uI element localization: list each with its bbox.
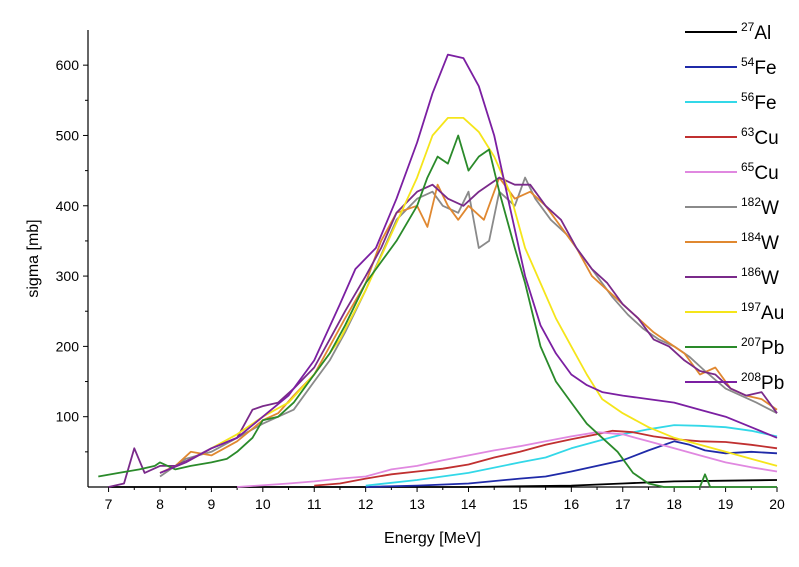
legend-mass-number: 207 bbox=[741, 335, 761, 349]
legend-entry: 208Pb bbox=[741, 370, 784, 394]
x-tick-label: 12 bbox=[358, 496, 374, 512]
legend-mass-number: 65 bbox=[741, 160, 755, 174]
series-line-208pb bbox=[159, 53, 778, 474]
legend-entry: 197Au bbox=[741, 300, 784, 324]
legend-entry: 184W bbox=[741, 230, 779, 254]
legend-element-symbol: W bbox=[761, 198, 779, 219]
x-tick-label: 19 bbox=[718, 496, 734, 512]
legend-element-symbol: Cu bbox=[754, 128, 778, 149]
legend-mass-number: 27 bbox=[741, 20, 755, 34]
x-tick-label: 7 bbox=[105, 496, 113, 512]
legend-mass-number: 208 bbox=[741, 370, 761, 384]
series-line-27al bbox=[108, 479, 778, 488]
legend-entry: 65Cu bbox=[741, 160, 779, 184]
legend-entry: 207Pb bbox=[741, 335, 784, 359]
y-tick-label: 200 bbox=[56, 338, 80, 354]
x-tick-label: 8 bbox=[156, 496, 164, 512]
legend-mass-number: 54 bbox=[741, 55, 755, 69]
legend-entry: 54Fe bbox=[741, 55, 777, 79]
x-axis-title: Energy [MeV] bbox=[384, 530, 481, 547]
series-line-184w bbox=[159, 176, 778, 474]
legend-mass-number: 197 bbox=[741, 300, 761, 314]
legend-element-symbol: Cu bbox=[754, 163, 778, 184]
legend-entry: 186W bbox=[741, 265, 779, 289]
series-line-65cu bbox=[237, 431, 778, 488]
x-tick-label: 11 bbox=[307, 496, 322, 512]
x-tick-label: 14 bbox=[461, 496, 477, 512]
y-tick-label: 500 bbox=[56, 127, 80, 143]
legend-mass-number: 56 bbox=[741, 90, 755, 104]
legend-element-symbol: Pb bbox=[761, 338, 784, 359]
series-line-63cu bbox=[314, 429, 778, 487]
x-tick-label: 17 bbox=[615, 496, 631, 512]
x-tick-label: 15 bbox=[512, 496, 528, 512]
y-axis-title: sigma [mb] bbox=[25, 219, 42, 297]
x-tick-label: 18 bbox=[666, 496, 682, 512]
series-line-182w bbox=[159, 176, 778, 478]
x-tick-label: 10 bbox=[255, 496, 271, 512]
series-line-207pb bbox=[98, 134, 777, 488]
legend-element-symbol: Al bbox=[754, 23, 771, 44]
y-tick-label: 300 bbox=[56, 268, 80, 284]
y-tick-label: 100 bbox=[56, 409, 80, 425]
legend-element-symbol: Fe bbox=[754, 58, 776, 79]
x-tick-label: 9 bbox=[208, 496, 216, 512]
x-tick-label: 20 bbox=[769, 496, 785, 512]
x-tick-label: 16 bbox=[564, 496, 580, 512]
x-tick-label: 13 bbox=[409, 496, 425, 512]
legend-element-symbol: W bbox=[761, 233, 779, 254]
legend-element-symbol: W bbox=[761, 268, 779, 289]
legend-element-symbol: Au bbox=[761, 303, 784, 324]
y-tick-label: 600 bbox=[56, 57, 80, 73]
legend-entry: 56Fe bbox=[741, 90, 777, 114]
legend-element-symbol: Pb bbox=[761, 373, 784, 394]
legend-mass-number: 186 bbox=[741, 265, 761, 279]
legend-element-symbol: Fe bbox=[754, 93, 776, 114]
legend-mass-number: 184 bbox=[741, 230, 761, 244]
series-line-197au bbox=[159, 117, 778, 474]
legend-entry: 27Al bbox=[741, 20, 771, 44]
legend-entry: 182W bbox=[741, 195, 779, 219]
y-tick-label: 400 bbox=[56, 198, 80, 214]
legend-entry: 63Cu bbox=[741, 125, 779, 149]
legend-mass-number: 182 bbox=[741, 195, 761, 209]
legend-mass-number: 63 bbox=[741, 125, 755, 139]
series-line-186w bbox=[108, 176, 778, 488]
series-line-56fe bbox=[365, 424, 778, 487]
